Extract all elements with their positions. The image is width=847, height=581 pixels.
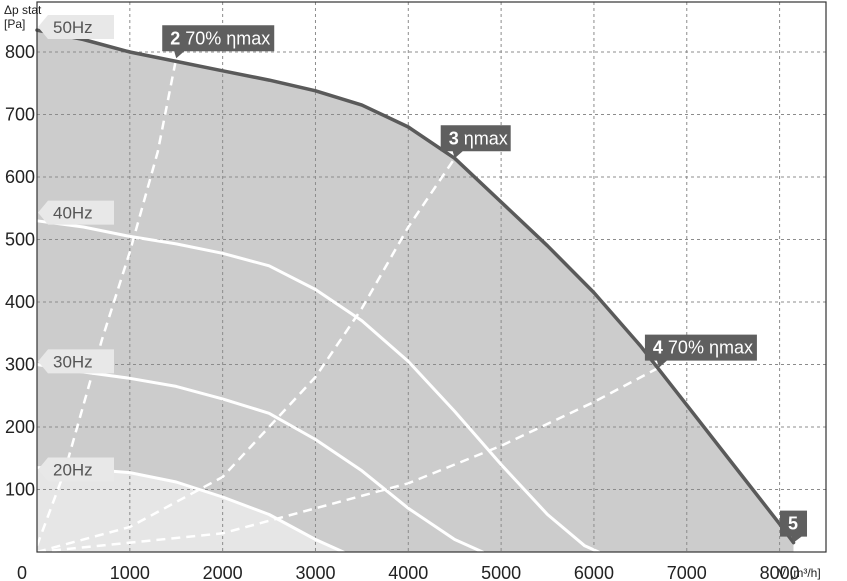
hz-label-text: 30Hz bbox=[53, 352, 93, 371]
hz-label-50hz: 50Hz bbox=[38, 15, 114, 39]
marker-text: 4 70% ηmax bbox=[653, 338, 753, 358]
y-axis-label: Δp stat bbox=[4, 3, 42, 17]
marker-tag bbox=[440, 125, 511, 159]
marker-tag bbox=[644, 334, 757, 368]
hz-label-20hz: 20Hz bbox=[38, 457, 114, 482]
marker-number: 2 bbox=[170, 28, 180, 48]
marker-number: 3 bbox=[449, 128, 459, 148]
y-tick-label: 500 bbox=[5, 230, 35, 250]
x-axis-unit: [m³/h] bbox=[790, 566, 821, 580]
x-axis-label: V̇ bbox=[778, 566, 786, 580]
marker-tag bbox=[162, 25, 275, 59]
x-tick-label: 3000 bbox=[295, 563, 335, 581]
x-tick-label: 2000 bbox=[203, 563, 243, 581]
marker-number: 5 bbox=[788, 514, 798, 534]
y-tick-label: 100 bbox=[5, 480, 35, 500]
hz-label-tag bbox=[38, 349, 114, 374]
series-line-3-max bbox=[36, 157, 456, 554]
marker-text: 5 bbox=[788, 514, 798, 534]
x-tick-label: 5000 bbox=[481, 563, 521, 581]
marker-text: 2 70% ηmax bbox=[170, 28, 270, 48]
hz-label-tag bbox=[38, 15, 114, 39]
x-tick-label: 8000 bbox=[760, 563, 800, 581]
marker-number: 4 bbox=[653, 338, 663, 358]
marker-label: ηmax bbox=[459, 128, 508, 148]
hz-label-30hz: 30Hz bbox=[38, 349, 114, 374]
operating-area bbox=[37, 30, 794, 553]
plot-frame bbox=[36, 1, 827, 553]
hz-label-tag bbox=[38, 457, 114, 482]
marker-label: 70% ηmax bbox=[180, 28, 270, 48]
hz-label-tag bbox=[38, 200, 114, 225]
x-tick-label: 1000 bbox=[110, 563, 150, 581]
series-line-40hz bbox=[35, 219, 601, 554]
y-tick-label: 600 bbox=[5, 167, 35, 187]
hz-label-text: 20Hz bbox=[53, 461, 93, 480]
y-axis-unit: [Pa] bbox=[4, 17, 25, 31]
marker-4: 4 70% ηmax bbox=[644, 334, 757, 368]
marker-2: 2 70% ηmax bbox=[162, 25, 275, 59]
series-line-4-70-max bbox=[36, 366, 660, 554]
hz-label-40hz: 40Hz bbox=[38, 200, 114, 225]
marker-3: 3 ηmax bbox=[440, 125, 511, 159]
marker-text: 3 ηmax bbox=[449, 128, 508, 148]
y-tick-label: 300 bbox=[5, 355, 35, 375]
y-tick-label: 400 bbox=[5, 292, 35, 312]
marker-tag bbox=[780, 510, 808, 543]
hz-label-text: 40Hz bbox=[53, 204, 93, 223]
x-tick-label: 6000 bbox=[574, 563, 614, 581]
y-tick-label: 800 bbox=[5, 42, 35, 62]
hz-label-text: 50Hz bbox=[53, 18, 93, 37]
y-tick-label: 700 bbox=[5, 105, 35, 125]
series-line-2-70-max bbox=[35, 58, 178, 547]
series-line-30hz bbox=[35, 363, 485, 554]
x-tick-label: 4000 bbox=[388, 563, 428, 581]
x-tick-label: 7000 bbox=[667, 563, 707, 581]
x-tick-label: 0 bbox=[17, 563, 27, 581]
y-tick-label: 200 bbox=[5, 417, 35, 437]
marker-5: 5 bbox=[780, 510, 808, 543]
marker-label: 70% ηmax bbox=[663, 338, 753, 358]
series-line-50hz-boundary bbox=[35, 28, 796, 545]
